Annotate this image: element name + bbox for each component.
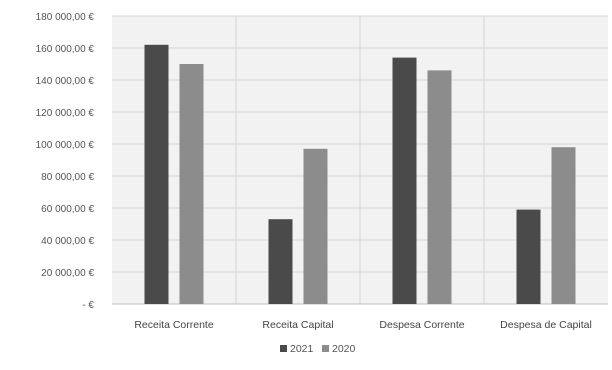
bar-2021-3 bbox=[392, 57, 417, 304]
y-tick-label: 180 000,00 € bbox=[36, 12, 95, 23]
legend-swatch-2020 bbox=[322, 345, 329, 352]
x-category-label: Receita Capital bbox=[262, 319, 333, 331]
y-tick-label: 40 000,00 € bbox=[41, 236, 94, 247]
y-tick-label: 140 000,00 € bbox=[36, 76, 95, 87]
x-category-label: Despesa de Capital bbox=[500, 319, 592, 331]
x-axis-category-labels: Receita Corrente Receita Capital Despesa C… bbox=[134, 319, 592, 331]
bar-2020-1 bbox=[179, 64, 204, 304]
bar-2021-2 bbox=[268, 219, 293, 304]
y-tick-label: 20 000,00 € bbox=[41, 268, 94, 279]
bar-2020-3 bbox=[427, 70, 452, 305]
bar-2020-2 bbox=[303, 148, 328, 304]
legend: 2021 2020 bbox=[280, 343, 356, 355]
bar-2021-1 bbox=[144, 44, 169, 305]
y-tick-label: 60 000,00 € bbox=[41, 204, 94, 215]
legend-label-2020: 2020 bbox=[332, 343, 356, 355]
x-category-label: Despesa Corrente bbox=[379, 319, 464, 331]
y-tick-label: 160 000,00 € bbox=[36, 44, 95, 55]
legend-label-2021: 2021 bbox=[290, 343, 314, 355]
x-category-label: Receita Corrente bbox=[134, 319, 214, 331]
bar-2021-4 bbox=[516, 209, 541, 304]
y-tick-label: 80 000,00 € bbox=[41, 172, 94, 183]
bar-2020-4 bbox=[551, 147, 576, 304]
bars bbox=[144, 44, 576, 305]
y-axis-tick-labels: - € 20 000,00 € 40 000,00 € 60 000,00 € 80 0… bbox=[36, 12, 95, 311]
y-tick-label: 120 000,00 € bbox=[36, 108, 95, 119]
legend-swatch-2021 bbox=[280, 345, 287, 352]
y-tick-label: - € bbox=[82, 300, 94, 311]
y-tick-label: 100 000,00 € bbox=[36, 140, 95, 151]
